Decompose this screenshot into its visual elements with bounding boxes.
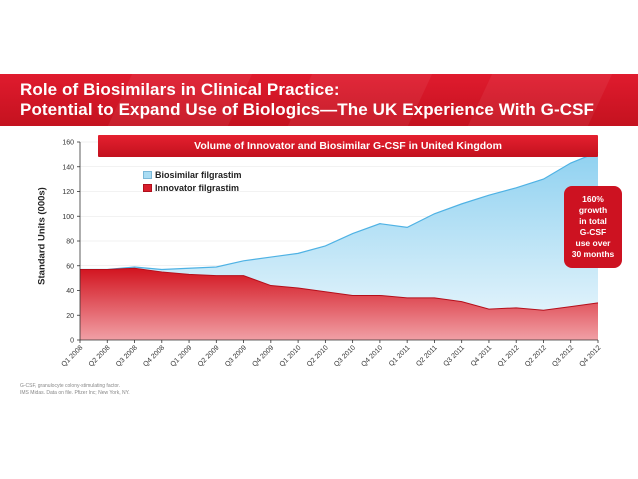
slide-title-line-1: Role of Biosimilars in Clinical Practice… [20,80,340,99]
x-tick-label: Q2 2011 [415,344,439,368]
slide-title-line-2: Potential to Expand Use of Biologics—The… [20,100,595,119]
x-tick-label: Q2 2009 [197,344,221,368]
callout-line: G-CSF [579,227,607,237]
callout-line: growth [578,205,608,215]
x-tick-label: Q4 2008 [142,344,166,368]
area-innovator-filgrastim [80,268,598,340]
growth-callout: 160% growth in total G-CSF use over 30 m… [564,186,622,268]
chart-legend: Biosimilar filgrastim Innovator filgrast… [143,168,242,194]
x-tick-label: Q1 2012 [497,344,521,368]
slide-top-margin [0,0,638,74]
y-tick-label: 100 [62,214,74,221]
y-axis-title: Standard Units (000s) [36,187,48,285]
y-tick-label: 20 [66,313,74,320]
callout-line: in total [579,216,607,226]
x-tick-label: Q3 2008 [115,344,139,368]
legend-swatch-biosimilar [143,170,152,179]
footnote-source: IMS Midas. Data on file. Pfizer Inc; New… [20,390,130,396]
chart-title: Volume of Innovator and Biosimilar G-CSF… [98,135,598,157]
slide-bottom-margin [0,405,638,479]
legend-label-innovator: Innovator filgrastim [155,182,240,193]
legend-swatch-innovator [143,183,152,192]
y-tick-label: 0 [70,338,74,345]
y-tick-label: 80 [66,239,74,246]
x-tick-label: Q1 2011 [388,344,412,368]
x-tick-label: Q3 2009 [224,344,248,368]
y-tick-label: 40 [66,288,74,295]
legend-label-biosimilar: Biosimilar filgrastim [155,169,242,180]
y-tick-label: 160 [62,140,74,147]
callout-line: use over [575,238,611,248]
legend-item-biosimilar: Biosimilar filgrastim [143,168,242,181]
x-tick-label: Q1 2009 [170,344,194,368]
footnote-abbreviation: G-CSF, granulocyte colony-stimulating fa… [20,383,121,389]
x-tick-label: Q4 2009 [251,344,275,368]
x-tick-label: Q1 2010 [279,344,303,368]
y-tick-label: 60 [66,263,74,270]
x-tick-label: Q2 2012 [524,344,548,368]
legend-item-innovator: Innovator filgrastim [143,181,242,194]
y-tick-label: 140 [62,164,74,171]
area-biosimilar-filgrastim [80,151,598,311]
x-tick-label: Q2 2008 [88,344,112,368]
x-tick-label: Q4 2011 [470,344,494,368]
x-tick-label: Q2 2010 [306,344,330,368]
x-tick-label: Q1 2008 [60,344,84,368]
x-tick-label: Q3 2011 [443,344,467,368]
footnotes: G-CSF, granulocyte colony-stimulating fa… [20,383,130,397]
x-tick-label: Q4 2010 [360,344,384,368]
callout-line: 160% [582,194,604,204]
x-tick-label: Q3 2010 [333,344,357,368]
line-total-filgrastim [80,151,599,271]
line-innovator-filgrastim [80,267,599,311]
x-tick-label: Q3 2012 [551,344,575,368]
callout-line: 30 months [571,249,615,259]
header-band [0,74,638,126]
y-tick-label: 120 [62,189,74,196]
x-tick-label: Q4 2012 [578,344,602,368]
